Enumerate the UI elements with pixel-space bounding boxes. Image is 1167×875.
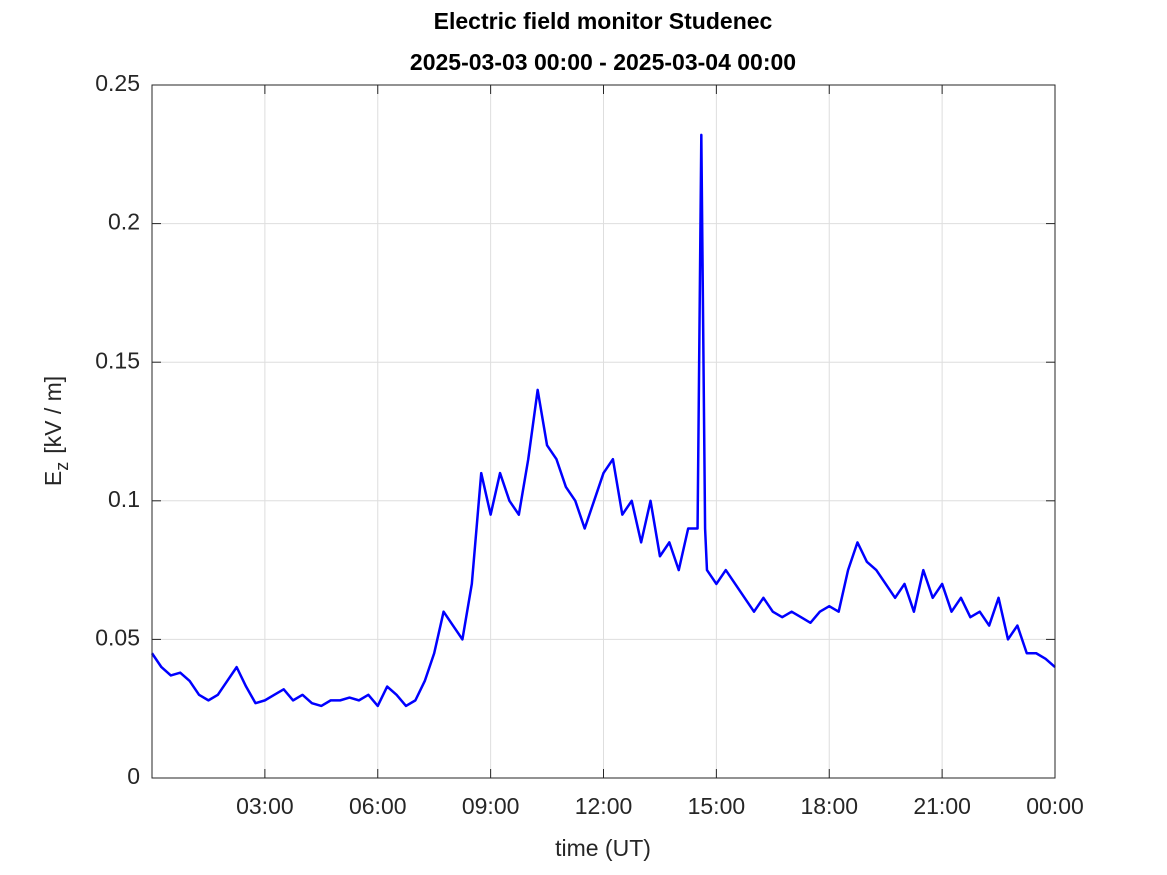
data-line <box>150 133 1056 708</box>
y-tick-label: 0.2 <box>108 209 140 235</box>
x-tick-label: 09:00 <box>462 793 520 819</box>
x-tick-label: 06:00 <box>349 793 407 819</box>
x-tick-label: 00:00 <box>1026 793 1084 819</box>
x-tick-label: 03:00 <box>236 793 294 819</box>
y-tick-label: 0.25 <box>95 70 140 96</box>
y-label-main: E <box>40 471 66 486</box>
y-axis-label: Ez [kV / m] <box>40 376 72 486</box>
x-axis-label: time (UT) <box>555 835 651 861</box>
chart-title: Electric field monitor Studenec <box>434 8 773 34</box>
x-tick-label: 15:00 <box>688 793 746 819</box>
x-tick-label: 18:00 <box>800 793 858 819</box>
y-label-rest: [kV / m] <box>40 376 66 454</box>
axes-box <box>151 84 1056 779</box>
y-label-sub: z <box>52 462 72 471</box>
x-tick-label: 12:00 <box>575 793 633 819</box>
y-tick-label: 0.15 <box>95 347 140 373</box>
y-tick-label: 0 <box>127 763 140 789</box>
y-tick-label: 0.1 <box>108 486 140 512</box>
y-tick-label: 0.05 <box>95 624 140 650</box>
x-tick-label: 21:00 <box>913 793 971 819</box>
chart-subtitle: 2025-03-03 00:00 - 2025-03-04 00:00 <box>410 49 796 75</box>
